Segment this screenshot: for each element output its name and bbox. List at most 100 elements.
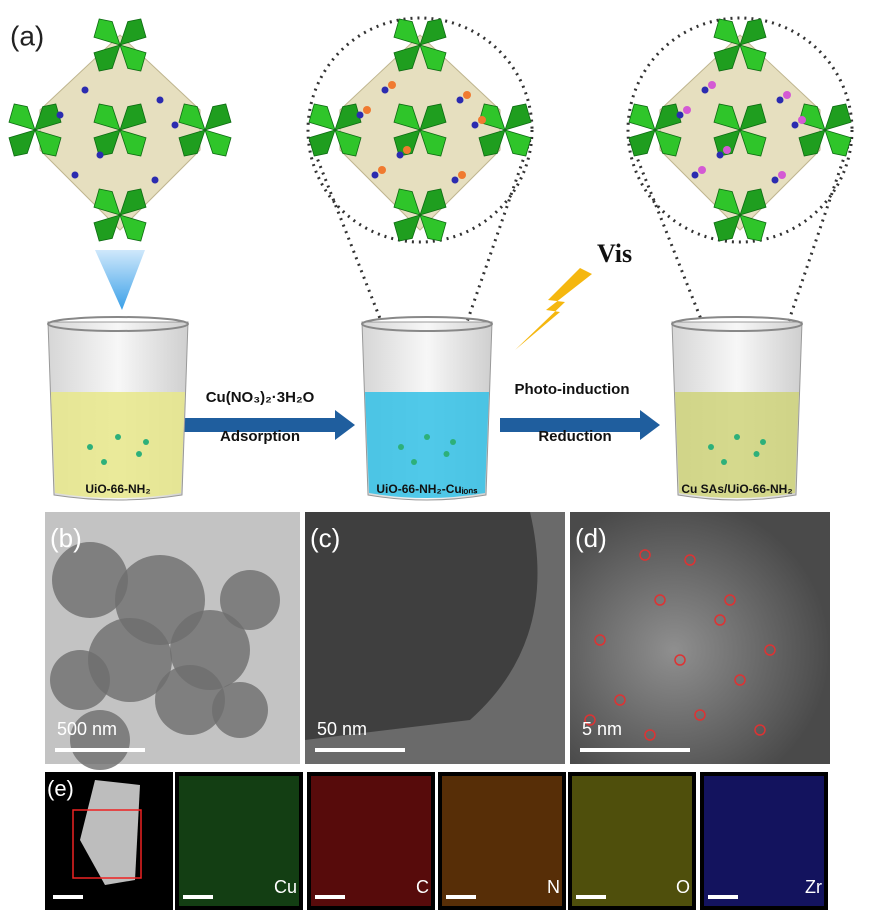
element-label: Zr (805, 877, 822, 897)
cluster (739, 188, 767, 216)
cluster (334, 103, 362, 131)
map (438, 772, 566, 910)
beaker: Cu SAs/UiO-66-NH₂ (671, 316, 803, 501)
atom-marker (584, 714, 596, 726)
atom (396, 151, 404, 159)
particle (708, 444, 714, 450)
atom (691, 171, 699, 179)
scale-bar (576, 895, 606, 899)
liquid (51, 392, 185, 498)
cluster (504, 129, 532, 157)
arrow (182, 410, 355, 440)
particle (721, 459, 727, 465)
cluster (628, 129, 656, 157)
scale-bar (315, 895, 345, 899)
cluster (824, 129, 852, 157)
atom (388, 81, 396, 89)
panel-a: (a) Vis Cu(NO₃)₂·3H₂O Adsorption Photo-i… (8, 16, 854, 501)
roi (72, 809, 142, 879)
cluster (8, 103, 36, 131)
atom (701, 86, 709, 94)
lightning (515, 268, 592, 350)
light-label: Vis (597, 239, 632, 268)
beaker-label: UiO-66-NH₂ (85, 482, 150, 496)
cluster (504, 103, 532, 131)
map (700, 772, 828, 910)
beaker: UiO-66-NH₂-Cuᵢₒₙₛ (361, 316, 493, 501)
scale-bar (55, 748, 145, 752)
map (568, 772, 696, 910)
rim (361, 316, 493, 332)
scale-bar (446, 895, 476, 899)
atom-marker (754, 724, 766, 736)
cluster (119, 188, 147, 216)
panel-label: (e) (47, 776, 74, 801)
cluster (204, 129, 232, 157)
atom (381, 86, 389, 94)
cluster (419, 44, 447, 72)
particle (101, 459, 107, 465)
beaker: UiO-66-NH₂ (47, 316, 189, 501)
atom (171, 121, 179, 129)
cluster (824, 103, 852, 131)
signal (704, 776, 824, 906)
panel-label: (a) (10, 20, 44, 51)
tem-panel: (d) 5 nm (570, 512, 830, 764)
eds-panel: C (307, 772, 435, 910)
atom (716, 151, 724, 159)
panel-label: (d) (575, 523, 607, 553)
cluster (308, 103, 336, 131)
scale-bar (580, 748, 690, 752)
zoom-circle (306, 16, 534, 244)
cluster (419, 188, 447, 216)
reagent: Cu(NO₃)₂·3H₂O (206, 389, 315, 406)
step-label: Adsorption (220, 428, 300, 445)
cluster (393, 44, 421, 72)
scale-label: 50 nm (317, 719, 367, 739)
atom-marker (684, 554, 696, 566)
particle (52, 542, 128, 618)
rim (671, 316, 803, 332)
particle (155, 665, 225, 735)
liquid (675, 392, 799, 498)
particle (212, 682, 268, 738)
map (307, 772, 435, 910)
atom-marker (724, 594, 736, 606)
cluster (393, 18, 421, 46)
cluster (739, 18, 767, 46)
atom (151, 176, 159, 184)
element-label: Cu (274, 877, 297, 897)
tem-panel: (b) 500 nm (45, 512, 300, 770)
cluster (713, 103, 741, 131)
particle (424, 434, 430, 440)
element-label: C (416, 877, 429, 897)
cluster (8, 129, 36, 157)
particle (80, 780, 140, 885)
cluster (713, 18, 741, 46)
cluster (419, 129, 447, 157)
atom-marker (694, 709, 706, 721)
scale-bar (708, 895, 738, 899)
atom (451, 176, 459, 184)
signal (179, 776, 299, 906)
cluster (798, 103, 826, 131)
particle (450, 439, 456, 445)
eds-panel: (e) (45, 772, 173, 910)
atom-marker (594, 634, 606, 646)
particle (734, 434, 740, 440)
step-label: Photo-induction (515, 381, 630, 398)
mof (8, 18, 232, 242)
atom (776, 96, 784, 104)
atom (356, 111, 364, 119)
particle (115, 434, 121, 440)
atom (771, 176, 779, 184)
rim (47, 316, 189, 332)
atom (371, 171, 379, 179)
atom-marker (639, 549, 651, 561)
cluster (308, 129, 336, 157)
particle (398, 444, 404, 450)
atom-marker (674, 654, 686, 666)
cluster (119, 214, 147, 242)
cluster (93, 103, 121, 131)
cluster (478, 129, 506, 157)
